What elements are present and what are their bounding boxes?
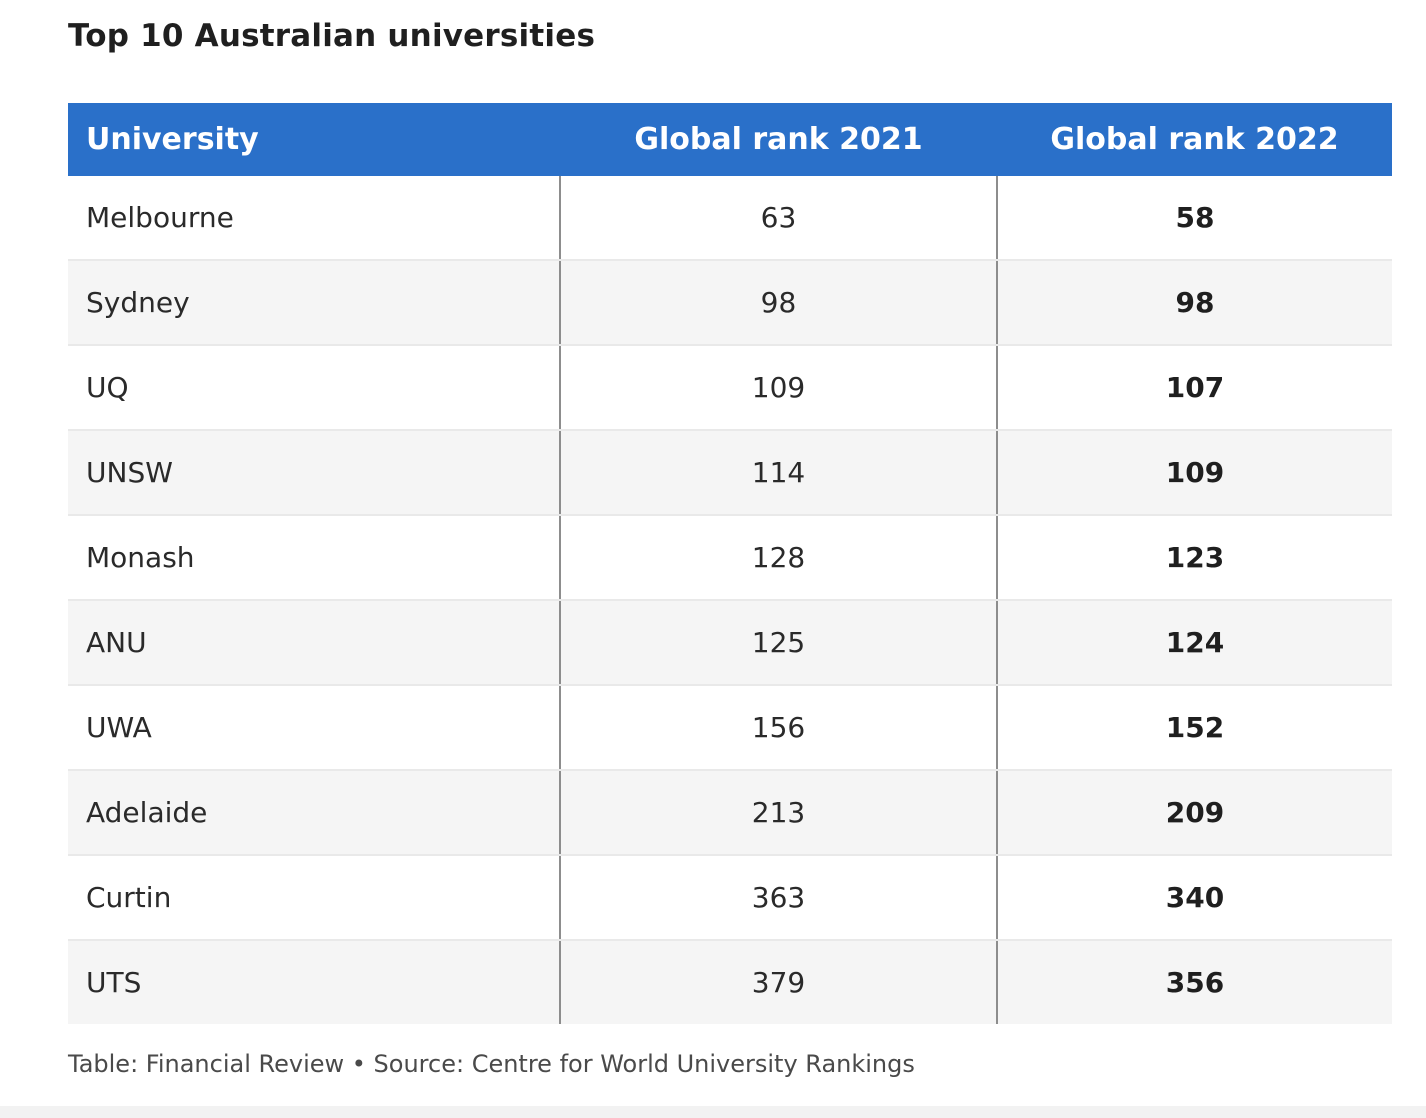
cell-university: Monash xyxy=(68,515,560,601)
source-note: Table: Financial Review • Source: Centre… xyxy=(68,1050,915,1078)
table-row: UWA 156 152 xyxy=(68,685,1392,771)
cell-rank-2021: 213 xyxy=(559,770,997,856)
cell-rank-2021: 128 xyxy=(559,515,997,601)
cell-university: UWA xyxy=(68,685,560,771)
cell-university: UTS xyxy=(68,940,560,1024)
cell-rank-2021: 156 xyxy=(559,685,997,771)
cell-rank-2021: 379 xyxy=(559,940,997,1024)
bottom-divider xyxy=(0,1106,1426,1118)
cell-rank-2022: 123 xyxy=(996,515,1392,601)
table-row: Melbourne 63 58 xyxy=(68,176,1392,261)
column-header-university: University xyxy=(68,103,560,176)
cell-rank-2022: 340 xyxy=(996,855,1392,941)
table-row: Sydney 98 98 xyxy=(68,260,1392,346)
cell-rank-2022: 58 xyxy=(996,176,1392,261)
table-row: UNSW 114 109 xyxy=(68,430,1392,516)
cell-rank-2022: 109 xyxy=(996,430,1392,516)
cell-university: Adelaide xyxy=(68,770,560,856)
table-row: Monash 128 123 xyxy=(68,515,1392,601)
cell-university: Melbourne xyxy=(68,176,560,261)
cell-rank-2021: 114 xyxy=(559,430,997,516)
column-header-rank-2022: Global rank 2022 xyxy=(997,103,1392,176)
cell-university: UNSW xyxy=(68,430,560,516)
cell-rank-2021: 98 xyxy=(559,260,997,346)
cell-rank-2021: 363 xyxy=(559,855,997,941)
table-row: Adelaide 213 209 xyxy=(68,770,1392,856)
cell-rank-2022: 209 xyxy=(996,770,1392,856)
table-header: University Global rank 2021 Global rank … xyxy=(68,103,1392,176)
header-row: University Global rank 2021 Global rank … xyxy=(68,103,1392,176)
cell-university: UQ xyxy=(68,345,560,431)
cell-rank-2021: 125 xyxy=(559,600,997,686)
rankings-table: University Global rank 2021 Global rank … xyxy=(68,103,1392,1024)
cell-university: Curtin xyxy=(68,855,560,941)
table-row: UQ 109 107 xyxy=(68,345,1392,431)
cell-rank-2022: 107 xyxy=(996,345,1392,431)
cell-rank-2021: 63 xyxy=(559,176,997,261)
table-row: UTS 379 356 xyxy=(68,940,1392,1024)
cell-rank-2022: 124 xyxy=(996,600,1392,686)
column-header-rank-2021: Global rank 2021 xyxy=(560,103,997,176)
table-row: ANU 125 124 xyxy=(68,600,1392,686)
cell-rank-2021: 109 xyxy=(559,345,997,431)
cell-university: Sydney xyxy=(68,260,560,346)
cell-rank-2022: 98 xyxy=(996,260,1392,346)
cell-rank-2022: 152 xyxy=(996,685,1392,771)
cell-rank-2022: 356 xyxy=(996,940,1392,1024)
table-body: Melbourne 63 58 Sydney 98 98 UQ 109 107 UNSW 114 10… xyxy=(68,176,1392,1024)
cell-university: ANU xyxy=(68,600,560,686)
chart-title: Top 10 Australian universities xyxy=(68,18,596,54)
table-row: Curtin 363 340 xyxy=(68,855,1392,941)
